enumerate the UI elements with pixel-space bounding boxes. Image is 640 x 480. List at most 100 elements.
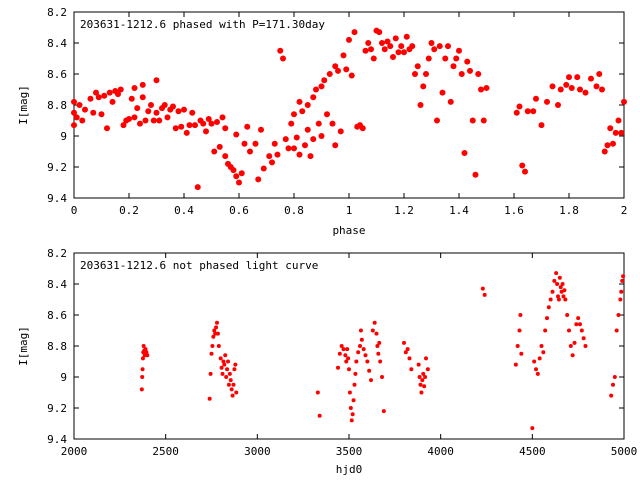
data-point bbox=[212, 328, 217, 333]
data-point bbox=[475, 71, 482, 77]
data-point bbox=[370, 55, 377, 62]
data-point bbox=[439, 89, 446, 96]
data-point bbox=[280, 55, 286, 62]
data-point bbox=[345, 347, 350, 352]
data-point bbox=[229, 387, 234, 392]
x-tick-label: 1.8 bbox=[559, 204, 579, 217]
data-point bbox=[310, 136, 317, 143]
x-tick-label: 2500 bbox=[152, 445, 179, 458]
data-point bbox=[194, 184, 201, 191]
data-point bbox=[358, 328, 363, 333]
data-point bbox=[375, 344, 380, 348]
data-point bbox=[541, 350, 546, 355]
data-point bbox=[390, 53, 396, 60]
data-point bbox=[568, 84, 575, 91]
data-point bbox=[549, 83, 556, 90]
y-tick-label: 8.4 bbox=[47, 37, 67, 50]
data-point bbox=[412, 71, 418, 77]
data-point bbox=[183, 129, 190, 136]
data-point bbox=[607, 125, 614, 132]
data-point bbox=[141, 344, 146, 348]
data-point bbox=[548, 297, 553, 302]
data-point bbox=[170, 103, 176, 110]
data-point bbox=[539, 344, 544, 348]
data-point bbox=[349, 418, 354, 423]
data-point bbox=[616, 313, 621, 317]
data-point bbox=[214, 325, 219, 330]
data-point bbox=[348, 406, 353, 410]
data-point bbox=[516, 103, 523, 110]
data-point bbox=[218, 356, 223, 361]
data-point bbox=[164, 114, 171, 121]
data-point bbox=[419, 390, 424, 395]
data-point bbox=[417, 375, 422, 379]
y-tick-label: 8.2 bbox=[47, 247, 67, 260]
data-point bbox=[231, 382, 236, 387]
y-tick-label: 8.4 bbox=[47, 278, 67, 291]
data-point bbox=[365, 40, 372, 46]
data-point bbox=[140, 375, 145, 379]
data-point bbox=[359, 125, 366, 132]
data-point bbox=[530, 426, 535, 431]
data-point bbox=[480, 286, 485, 291]
data-point bbox=[593, 83, 600, 90]
data-point bbox=[550, 289, 555, 294]
data-point bbox=[222, 153, 229, 160]
data-point bbox=[266, 153, 273, 160]
chart-title: 203631-1212.6 not phased light curve bbox=[80, 259, 318, 272]
data-point bbox=[226, 359, 230, 364]
data-point bbox=[582, 89, 589, 96]
y-tick-label: 9.4 bbox=[47, 433, 67, 446]
data-point bbox=[359, 337, 364, 342]
data-point bbox=[560, 282, 565, 286]
data-point bbox=[615, 117, 622, 124]
data-point bbox=[228, 378, 233, 383]
data-point bbox=[423, 375, 428, 379]
data-point bbox=[533, 95, 539, 102]
data-point bbox=[469, 117, 476, 124]
data-point bbox=[424, 356, 428, 361]
data-point bbox=[398, 43, 405, 50]
data-point bbox=[376, 351, 381, 356]
data-point bbox=[71, 122, 77, 129]
y-tick-label: 8.6 bbox=[47, 309, 67, 322]
data-point bbox=[395, 49, 402, 56]
data-point bbox=[557, 86, 564, 93]
data-point bbox=[236, 179, 242, 186]
data-point bbox=[416, 362, 421, 367]
data-point bbox=[79, 117, 86, 124]
data-point bbox=[71, 109, 77, 116]
x-tick-label: 4000 bbox=[427, 445, 454, 458]
data-point bbox=[153, 77, 160, 84]
data-point bbox=[318, 83, 325, 90]
data-point bbox=[555, 282, 560, 286]
data-point bbox=[142, 117, 149, 124]
data-point bbox=[299, 108, 306, 115]
data-point bbox=[356, 350, 361, 355]
data-point bbox=[563, 297, 568, 302]
data-point bbox=[178, 123, 185, 130]
data-point bbox=[189, 109, 196, 116]
data-point bbox=[120, 122, 127, 129]
data-point bbox=[537, 356, 542, 361]
data-point bbox=[409, 367, 414, 372]
data-point bbox=[482, 292, 487, 297]
data-point bbox=[288, 120, 295, 127]
data-point bbox=[405, 347, 410, 352]
data-point bbox=[307, 153, 314, 160]
data-point bbox=[403, 350, 408, 355]
data-point bbox=[545, 316, 549, 321]
x-axis-label: hjd0 bbox=[336, 463, 363, 476]
data-point bbox=[131, 114, 138, 121]
data-point bbox=[161, 102, 168, 108]
data-point bbox=[95, 94, 102, 101]
data-point bbox=[213, 331, 218, 336]
x-tick-label: 0.6 bbox=[229, 204, 249, 217]
data-point bbox=[552, 278, 557, 283]
data-point bbox=[447, 98, 454, 105]
y-tick-label: 8.8 bbox=[47, 99, 67, 112]
data-point bbox=[612, 129, 619, 136]
data-point bbox=[450, 63, 457, 70]
data-point bbox=[128, 95, 135, 102]
data-point bbox=[519, 162, 526, 169]
